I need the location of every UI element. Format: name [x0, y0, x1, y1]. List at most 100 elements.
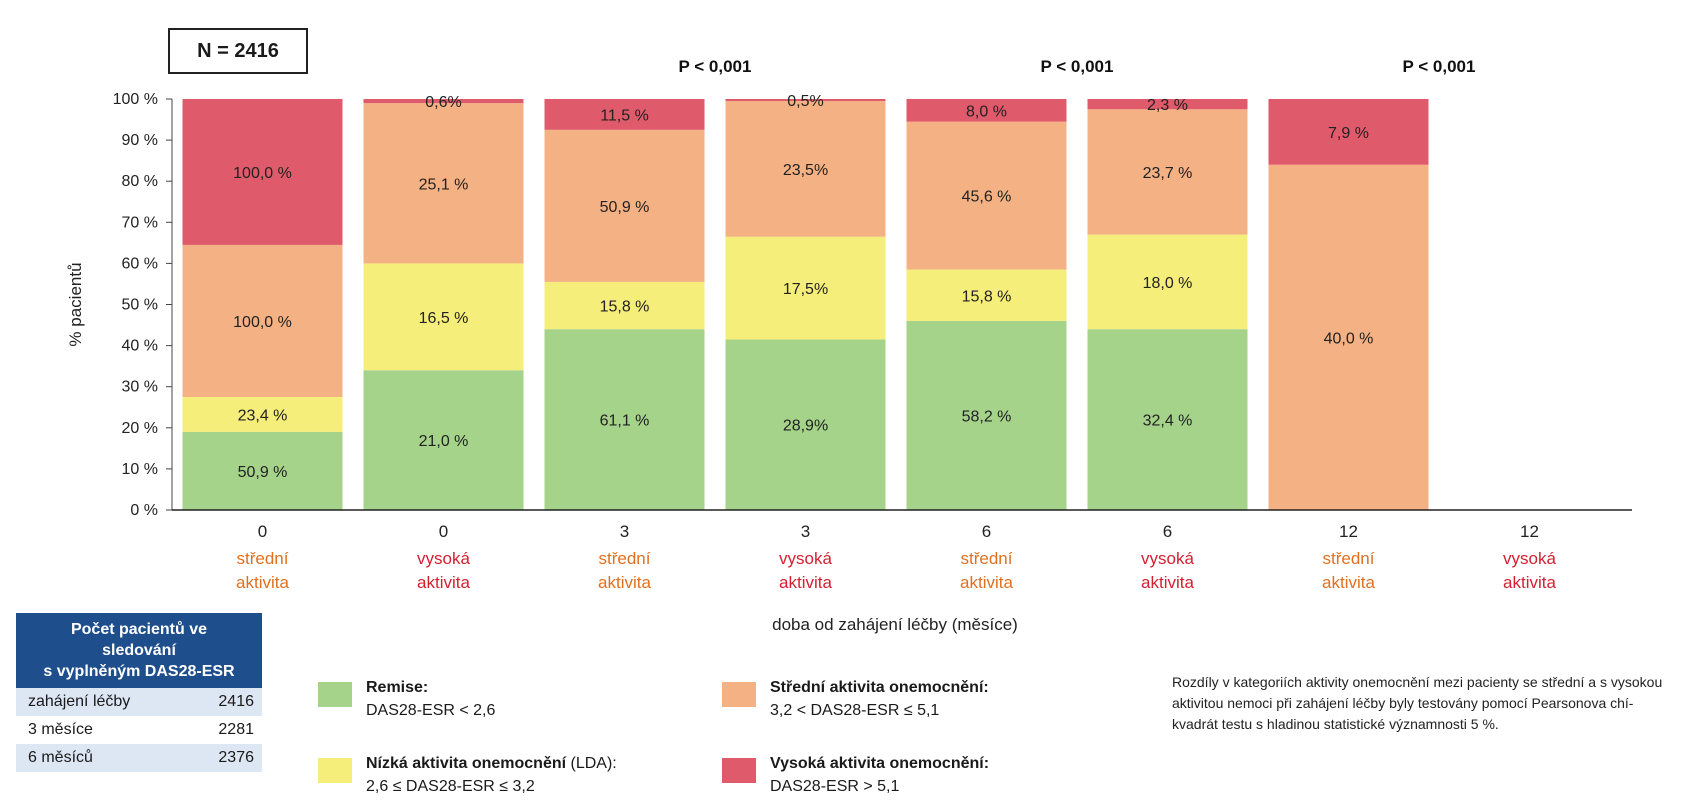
legend-swatch	[318, 682, 352, 707]
count-table-header: Počet pacientů ve sledování s vyplněným …	[16, 613, 262, 688]
x-group-label: aktivita	[1322, 573, 1375, 592]
data-label: 50,9 %	[600, 199, 650, 216]
data-label: 2,3 %	[1147, 97, 1188, 114]
x-group-label: aktivita	[1503, 573, 1556, 592]
bar-segment	[363, 370, 524, 510]
bar-segment	[363, 263, 524, 371]
legend-swatch	[722, 682, 756, 707]
y-tick-label: 70 %	[122, 214, 158, 231]
footnote: Rozdíly v kategoriích aktivity onemocněn…	[1172, 674, 1663, 732]
bar-segment	[182, 396, 343, 432]
x-tick-label: 12	[1520, 522, 1539, 541]
bar-segment	[544, 99, 705, 130]
data-label: 40,0 %	[1324, 330, 1374, 347]
x-tick-label: 6	[1163, 522, 1172, 541]
data-label: 28,9%	[783, 418, 828, 435]
data-label: 0,5%	[787, 93, 823, 110]
row-label: 6 měsíců	[28, 749, 93, 766]
p-value-label: P < 0,001	[1403, 57, 1476, 76]
bar-segment	[363, 103, 524, 264]
y-tick-label: 30 %	[122, 379, 158, 396]
data-label: 21,0 %	[419, 433, 469, 450]
legend-detail: 2,6 ≤ DAS28-ESR ≤ 3,2	[366, 778, 535, 795]
legend-item-high-activity: Vysoká aktivita onemocnění: DAS28-ESR > …	[722, 752, 989, 798]
bar-segment	[182, 244, 343, 397]
data-label: 100,0 %	[233, 314, 292, 331]
y-tick-label: 40 %	[122, 338, 158, 355]
p-values: P < 0,001 P < 0,001 P < 0,001	[679, 57, 1476, 76]
patient-count-table: Počet pacientů ve sledování s vyplněným …	[16, 613, 262, 772]
data-label: 8,0 %	[966, 103, 1007, 120]
data-label: 58,2 %	[962, 408, 1012, 425]
data-label: 32,4 %	[1143, 413, 1193, 430]
row-value: 2416	[218, 693, 254, 710]
bar-segment	[1268, 164, 1429, 510]
bar-segment	[1087, 329, 1248, 510]
x-tick-label: 0	[258, 522, 267, 541]
bar-segment	[725, 101, 886, 237]
legend-name: Nízká aktivita onemocnění	[366, 755, 567, 772]
bar-segment	[906, 269, 1067, 321]
legend-name: Střední aktivita onemocnění:	[770, 679, 989, 696]
p-value-label: P < 0,001	[679, 57, 752, 76]
count-table-header-line: Počet pacientů ve	[70, 621, 208, 638]
table-row: zahájení léčby 2416	[16, 688, 262, 716]
bar-segment	[725, 236, 886, 340]
x-group-label: vysoká	[779, 549, 832, 568]
x-group-label: střední	[961, 549, 1013, 568]
data-label: 7,9 %	[1328, 125, 1369, 142]
bar-segment	[906, 320, 1067, 510]
x-group-label: aktivita	[960, 573, 1013, 592]
bar-segment	[1087, 99, 1248, 110]
x-tick-label: 3	[620, 522, 629, 541]
legend-name: Vysoká aktivita onemocnění:	[770, 755, 990, 772]
data-label: 25,1 %	[419, 176, 469, 193]
legend-swatch	[722, 758, 756, 783]
count-table-header-line: s vyplněným DAS28-ESR	[43, 663, 235, 680]
bar-segment	[1268, 99, 1429, 165]
x-tick-label: 0	[439, 522, 448, 541]
bar-segment	[725, 99, 886, 102]
y-tick-label: 0 %	[130, 502, 158, 519]
x-group-label: aktivita	[236, 573, 289, 592]
data-label: 11,5 %	[600, 107, 649, 124]
bar-segment	[544, 281, 705, 330]
y-axis: 0 % 10 % 20 % 30 % 40 % 50 % 60 % 70 % 80 % 90 % 1…	[113, 91, 173, 519]
x-group-label: střední	[1323, 549, 1375, 568]
table-row: 6 měsíců 2376	[16, 744, 262, 772]
y-tick-label: 90 %	[122, 132, 158, 149]
x-tick-label: 12	[1339, 522, 1358, 541]
data-label: 45,6 %	[962, 189, 1012, 206]
x-group-label: střední	[599, 549, 651, 568]
bar-segment	[1087, 234, 1248, 330]
row-label: 3 měsíce	[28, 721, 93, 738]
x-group-label: střední	[237, 549, 289, 568]
legend-swatch	[318, 758, 352, 783]
data-label: 15,8 %	[962, 288, 1012, 305]
x-axis-title: doba od zahájení léčby (měsíce)	[772, 615, 1018, 634]
legend-item-low-activity: Nízká aktivita onemocnění (LDA): 2,6 ≤ D…	[318, 752, 617, 798]
x-group-label: aktivita	[417, 573, 470, 592]
x-group-label: vysoká	[1141, 549, 1194, 568]
bar-segment	[182, 431, 343, 510]
segment-labels: 50,9 % 23,4 % 100,0 % 100,0 % 21,0 % 16,5 % 25…	[233, 93, 1373, 481]
x-group-label: aktivita	[1141, 573, 1194, 592]
table-row: 3 měsíce 2281	[16, 716, 262, 744]
row-value: 2376	[218, 749, 254, 766]
data-label: 16,5 %	[419, 310, 469, 327]
legend-name: Remise:	[366, 679, 429, 696]
bar-segment	[544, 329, 705, 510]
count-table-header-line: sledování	[102, 642, 176, 659]
y-axis-title: % pacientů	[66, 262, 85, 346]
bar-segment	[725, 339, 886, 510]
legend-item-moderate-activity: Střední aktivita onemocnění: 3,2 < DAS28…	[722, 676, 989, 722]
bar-segment	[906, 99, 1067, 122]
x-tick-label: 3	[801, 522, 810, 541]
data-label: 23,4 %	[238, 407, 288, 424]
y-tick-label: 80 %	[122, 173, 158, 190]
bar-segment	[544, 129, 705, 282]
data-label: 18,0 %	[1143, 275, 1193, 292]
y-tick-label: 100 %	[113, 91, 158, 108]
x-group-label: vysoká	[1503, 549, 1556, 568]
